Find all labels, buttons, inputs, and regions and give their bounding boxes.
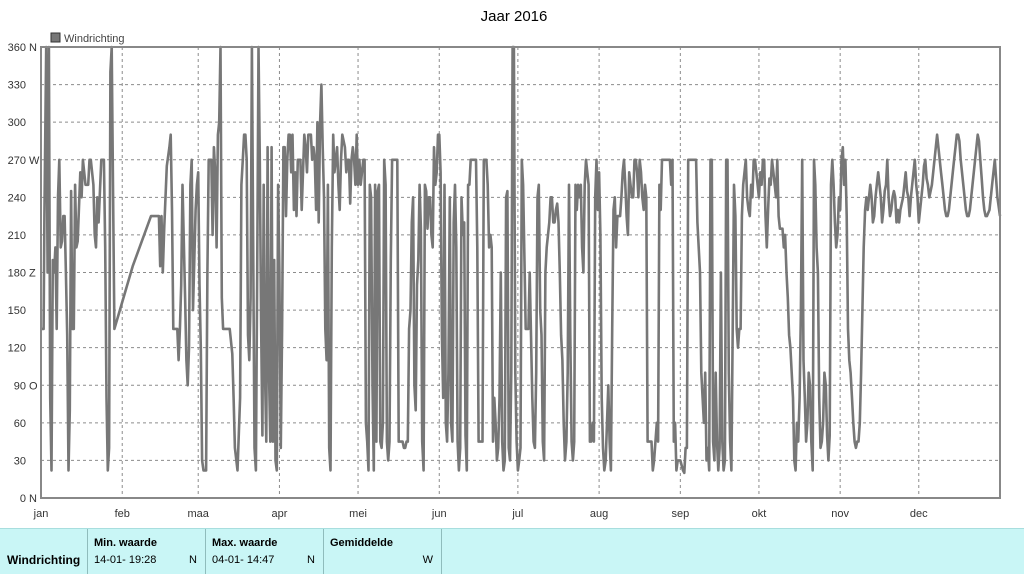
series-layer xyxy=(41,45,1002,475)
min-header: Min. waarde xyxy=(94,537,157,549)
y-tick-direction: O xyxy=(29,380,38,392)
min-value: 14-01- 19:28 xyxy=(94,554,157,566)
average-direction: W xyxy=(422,554,433,566)
y-tick-label: 0 xyxy=(20,493,26,505)
y-tick-label: 210 xyxy=(8,230,26,242)
max-value-cell: Max. waarde 04-01- 14:47 N xyxy=(206,529,324,574)
average-cell: Gemiddelde W xyxy=(324,529,442,574)
stats-label-cell: Windrichting xyxy=(0,529,88,574)
x-tick-label: feb xyxy=(115,508,130,520)
max-direction: N xyxy=(307,554,315,566)
x-tick-label: okt xyxy=(752,508,767,520)
x-tick-label: jun xyxy=(431,508,447,520)
y-tick-direction: N xyxy=(29,42,37,54)
y-tick-direction: W xyxy=(29,155,40,167)
stats-row-label: Windrichting xyxy=(7,553,81,567)
x-axis: jan feb maa apr mei jun jul aug sep okt nov dec xyxy=(33,508,928,520)
y-tick-direction: Z xyxy=(29,268,36,280)
max-value: 04-01- 14:47 xyxy=(212,554,275,566)
y-tick-label: 360 xyxy=(8,42,26,54)
y-tick-label: 120 xyxy=(8,343,26,355)
y-tick-label: 30 xyxy=(14,455,26,467)
min-direction: N xyxy=(189,554,197,566)
average-header: Gemiddelde xyxy=(330,537,393,549)
y-tick-label: 180 xyxy=(8,268,26,280)
y-tick-label: 90 xyxy=(14,380,26,392)
x-tick-label: mei xyxy=(349,508,367,520)
statistics-panel: Windrichting Min. waarde 14-01- 19:28 N … xyxy=(0,528,1024,574)
series-line-windrichting xyxy=(41,45,1002,475)
legend-swatch xyxy=(50,32,61,43)
x-tick-label: jul xyxy=(511,508,523,520)
x-tick-label: nov xyxy=(831,508,849,520)
x-tick-label: maa xyxy=(188,508,210,520)
plot-frame xyxy=(40,46,1001,499)
y-tick-label: 270 xyxy=(8,155,26,167)
y-tick-label: 240 xyxy=(8,192,26,204)
legend-label: Windrichting xyxy=(64,33,125,45)
y-tick-direction: N xyxy=(29,493,37,505)
y-tick-label: 300 xyxy=(8,117,26,129)
x-tick-label: jan xyxy=(33,508,49,520)
y-tick-label: 330 xyxy=(8,80,26,92)
x-tick-label: sep xyxy=(671,508,689,520)
x-tick-label: apr xyxy=(271,508,287,520)
x-tick-label: aug xyxy=(590,508,608,520)
y-tick-label: 150 xyxy=(8,305,26,317)
x-tick-label: dec xyxy=(910,508,928,520)
min-value-cell: Min. waarde 14-01- 19:28 N xyxy=(88,529,206,574)
chart-title: Jaar 2016 xyxy=(481,8,548,25)
max-header: Max. waarde xyxy=(212,537,278,549)
y-tick-label: 60 xyxy=(14,418,26,430)
